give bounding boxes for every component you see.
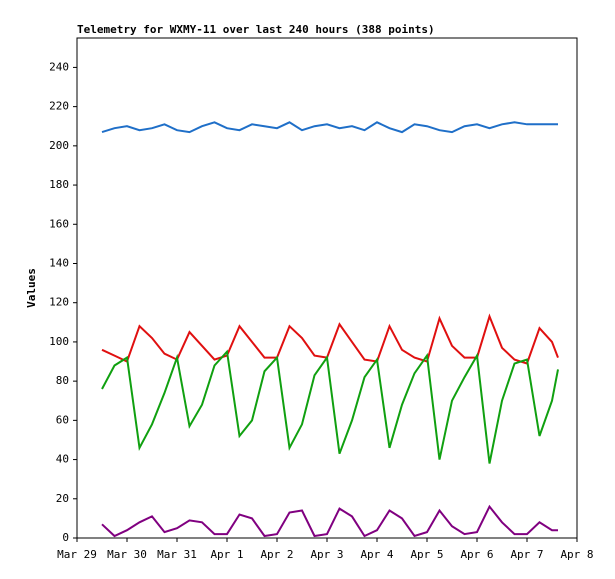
y-tick-label: 180 — [49, 178, 69, 191]
x-tick-label: Apr 2 — [260, 548, 293, 561]
y-tick-label: 160 — [49, 217, 69, 230]
x-tick-label: Apr 1 — [210, 548, 243, 561]
chart-title: Telemetry for WXMY-11 over last 240 hour… — [77, 23, 435, 36]
y-axis-label: Values — [25, 268, 38, 308]
series-line — [101, 349, 559, 464]
x-tick-label: Mar 31 — [157, 548, 197, 561]
x-tick-label: Apr 7 — [510, 548, 543, 561]
plot-frame — [76, 37, 578, 539]
y-tick-label: 80 — [56, 374, 69, 387]
series-line — [101, 313, 559, 365]
x-tick-label: Apr 4 — [360, 548, 393, 561]
x-tick-label: Apr 6 — [460, 548, 493, 561]
y-tick-label: 100 — [49, 335, 69, 348]
series-line — [101, 504, 558, 538]
x-tick-label: Apr 8 — [560, 548, 593, 561]
y-tick-label: 240 — [49, 60, 69, 73]
y-tick-label: 120 — [49, 296, 69, 309]
y-tick-label: 220 — [49, 100, 69, 113]
y-tick-label: 200 — [49, 139, 69, 152]
y-tick-label: 40 — [56, 453, 69, 466]
x-tick-label: Mar 30 — [107, 548, 147, 561]
y-tick-label: 20 — [56, 492, 69, 505]
x-tick-label: Apr 5 — [410, 548, 443, 561]
y-tick-label: 0 — [62, 531, 69, 544]
y-tick-label: 60 — [56, 413, 69, 426]
x-tick-label: Apr 3 — [310, 548, 343, 561]
series-line — [101, 121, 558, 134]
y-tick-label: 140 — [49, 256, 69, 269]
x-tick-label: Mar 29 — [57, 548, 97, 561]
